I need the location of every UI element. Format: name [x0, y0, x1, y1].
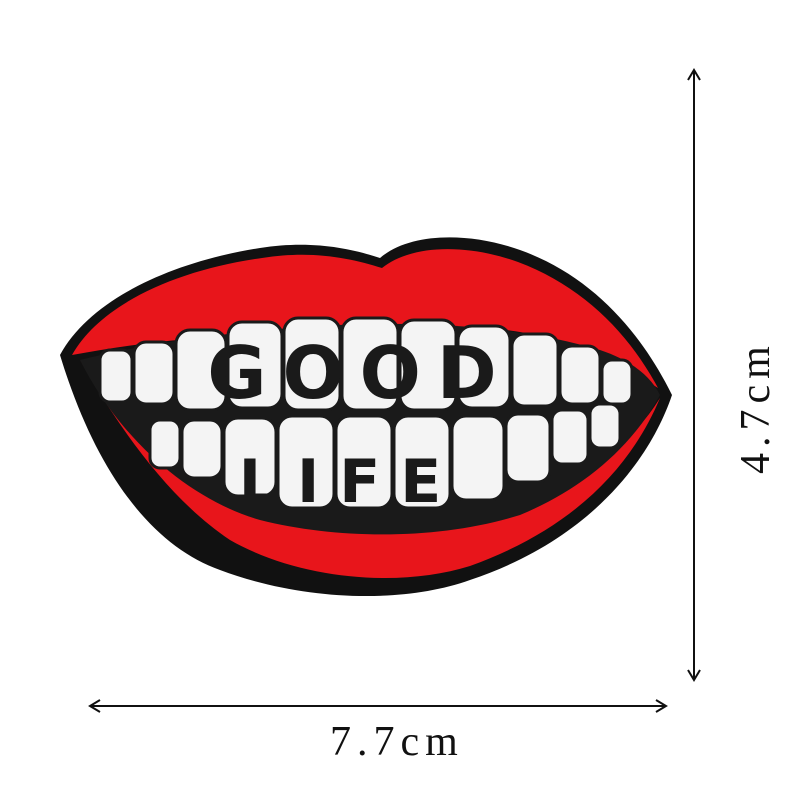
- lower-teeth: [148, 402, 622, 510]
- height-label: 4.7cm: [733, 340, 779, 474]
- lips-patch: GOOD LIFE: [60, 237, 672, 597]
- lower-lip: [80, 360, 660, 579]
- bottom-word: LIFE: [239, 447, 462, 517]
- width-dimension-arrow: [88, 699, 668, 713]
- top-word: GOOD: [207, 331, 512, 415]
- width-label: 7.7cm: [330, 719, 464, 765]
- upper-teeth: [98, 316, 634, 412]
- height-dimension-arrow: [687, 68, 701, 682]
